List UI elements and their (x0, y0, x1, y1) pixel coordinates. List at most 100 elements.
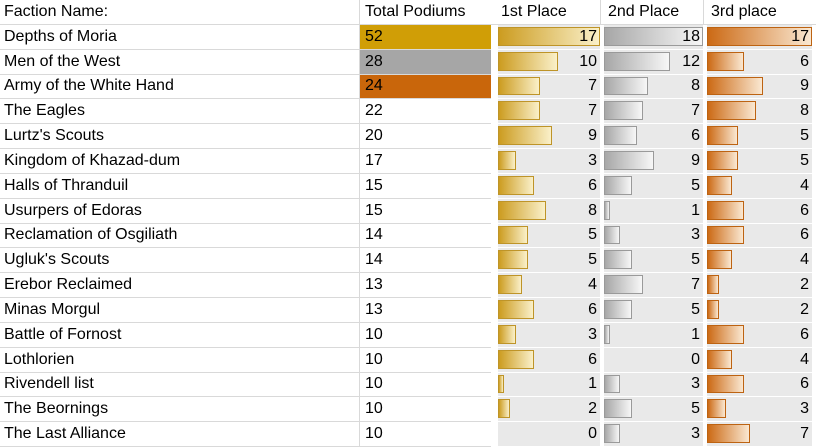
first-place-cell[interactable]: 0 (497, 422, 600, 447)
first-place-cell[interactable]: 6 (497, 347, 600, 373)
col-header-first-place[interactable]: 1st Place (497, 0, 600, 25)
column-gap (491, 298, 497, 323)
first-place-cell[interactable]: 5 (497, 248, 600, 274)
second-place-cell[interactable]: 18 (600, 24, 703, 50)
second-place-value: 3 (691, 375, 700, 393)
total-podiums-value: 10 (365, 325, 383, 343)
second-place-cell[interactable]: 5 (600, 173, 703, 199)
faction-name-cell[interactable]: Rivendell list (0, 372, 360, 398)
third-place-cell[interactable]: 6 (703, 223, 816, 249)
faction-name-cell[interactable]: Minas Morgul (0, 298, 360, 323)
total-podiums-cell[interactable]: 15 (360, 199, 491, 224)
third-place-cell[interactable]: 7 (703, 422, 816, 447)
faction-name-cell[interactable]: The Eagles (0, 99, 360, 125)
col-header-second-place[interactable]: 2nd Place (600, 0, 703, 25)
total-podiums-cell[interactable]: 10 (360, 348, 491, 373)
faction-name-cell[interactable]: Erebor Reclaimed (0, 273, 360, 298)
total-podiums-cell[interactable]: 10 (360, 397, 491, 423)
faction-name-cell[interactable]: Usurpers of Edoras (0, 198, 360, 224)
third-place-value: 5 (800, 127, 809, 145)
faction-name-cell[interactable]: The Last Alliance (0, 422, 360, 447)
first-place-cell[interactable]: 4 (497, 273, 600, 298)
third-place-value: 4 (800, 176, 809, 194)
faction-name-cell[interactable]: Men of the West (0, 49, 360, 75)
second-place-cell[interactable]: 3 (600, 422, 703, 447)
second-place-cell[interactable]: 8 (600, 74, 703, 100)
second-place-cell[interactable]: 5 (600, 248, 703, 274)
third-place-cell[interactable]: 6 (703, 49, 816, 75)
faction-name-cell[interactable]: Halls of Thranduil (0, 173, 360, 199)
total-podiums-value: 10 (365, 400, 383, 418)
first-place-cell[interactable]: 7 (497, 74, 600, 100)
col-header-faction-name[interactable]: Faction Name: (0, 0, 360, 25)
faction-name-cell[interactable]: Ugluk's Scouts (0, 248, 360, 274)
total-podiums-cell[interactable]: 15 (360, 174, 491, 199)
third-place-cell[interactable]: 5 (703, 149, 816, 174)
second-place-cell[interactable]: 1 (600, 322, 703, 348)
faction-name-cell[interactable]: Reclamation of Osgiliath (0, 223, 360, 249)
third-place-cell[interactable]: 8 (703, 99, 816, 125)
third-place-cell[interactable]: 2 (703, 273, 816, 298)
total-podiums-cell[interactable]: 14 (360, 248, 491, 274)
first-place-value: 3 (588, 151, 597, 169)
first-place-cell[interactable]: 3 (497, 322, 600, 348)
first-place-cell[interactable]: 8 (497, 198, 600, 224)
first-place-cell[interactable]: 6 (497, 298, 600, 323)
total-podiums-cell[interactable]: 13 (360, 273, 491, 298)
total-podiums-cell[interactable]: 20 (360, 124, 491, 149)
third-place-cell[interactable]: 9 (703, 74, 816, 100)
third-place-cell[interactable]: 4 (703, 347, 816, 373)
total-podiums-cell[interactable]: 28 (360, 49, 491, 75)
first-place-cell[interactable]: 6 (497, 173, 600, 199)
total-podiums-cell[interactable]: 22 (360, 99, 491, 125)
third-place-cell[interactable]: 4 (703, 248, 816, 274)
third-place-cell[interactable]: 2 (703, 298, 816, 323)
first-place-cell[interactable]: 2 (497, 397, 600, 423)
total-podiums-cell[interactable]: 24 (360, 74, 491, 100)
total-podiums-cell[interactable]: 52 (360, 24, 491, 50)
third-place-cell[interactable]: 4 (703, 173, 816, 199)
col-header-third-place[interactable]: 3rd place (703, 0, 816, 25)
faction-name-cell[interactable]: The Beornings (0, 397, 360, 423)
total-podiums-cell[interactable]: 10 (360, 373, 491, 398)
second-place-cell[interactable]: 3 (600, 223, 703, 249)
first-place-cell[interactable]: 5 (497, 223, 600, 249)
faction-name-cell[interactable]: Lurtz's Scouts (0, 124, 360, 149)
second-place-cell[interactable]: 7 (600, 273, 703, 298)
second-place-cell[interactable]: 6 (600, 124, 703, 149)
faction-name-cell[interactable]: Depths of Moria (0, 24, 360, 50)
col-header-total-podiums[interactable]: Total Podiums (360, 0, 491, 25)
column-gap (491, 74, 497, 100)
second-place-cell[interactable]: 0 (600, 347, 703, 373)
second-place-cell[interactable]: 5 (600, 397, 703, 423)
second-place-cell[interactable]: 7 (600, 99, 703, 125)
faction-name-cell[interactable]: Lothlorien (0, 347, 360, 373)
third-place-cell[interactable]: 5 (703, 124, 816, 149)
total-podiums-cell[interactable]: 13 (360, 298, 491, 323)
total-podiums-cell[interactable]: 10 (360, 422, 491, 447)
third-place-cell[interactable]: 6 (703, 198, 816, 224)
second-place-cell[interactable]: 5 (600, 298, 703, 323)
table-row: Rivendell list 10 1 3 6 (0, 372, 816, 398)
faction-name-cell[interactable]: Kingdom of Khazad-dum (0, 149, 360, 174)
third-place-cell[interactable]: 17 (703, 24, 816, 50)
first-place-cell[interactable]: 7 (497, 99, 600, 125)
second-place-cell[interactable]: 3 (600, 372, 703, 398)
second-place-cell[interactable]: 1 (600, 198, 703, 224)
first-place-cell[interactable]: 10 (497, 49, 600, 75)
faction-name-cell[interactable]: Army of the White Hand (0, 74, 360, 100)
third-place-cell[interactable]: 3 (703, 397, 816, 423)
total-podiums-cell[interactable]: 17 (360, 149, 491, 174)
total-podiums-cell[interactable]: 14 (360, 224, 491, 249)
first-place-cell[interactable]: 3 (497, 149, 600, 174)
first-place-cell[interactable]: 9 (497, 124, 600, 149)
faction-name-cell[interactable]: Battle of Fornost (0, 322, 360, 348)
second-place-cell[interactable]: 9 (600, 149, 703, 174)
total-podiums-cell[interactable]: 10 (360, 323, 491, 348)
second-place-cell[interactable]: 12 (600, 49, 703, 75)
third-place-cell[interactable]: 6 (703, 372, 816, 398)
total-podiums-value: 15 (365, 176, 383, 194)
first-place-cell[interactable]: 17 (497, 24, 600, 50)
third-place-cell[interactable]: 6 (703, 322, 816, 348)
first-place-cell[interactable]: 1 (497, 372, 600, 398)
